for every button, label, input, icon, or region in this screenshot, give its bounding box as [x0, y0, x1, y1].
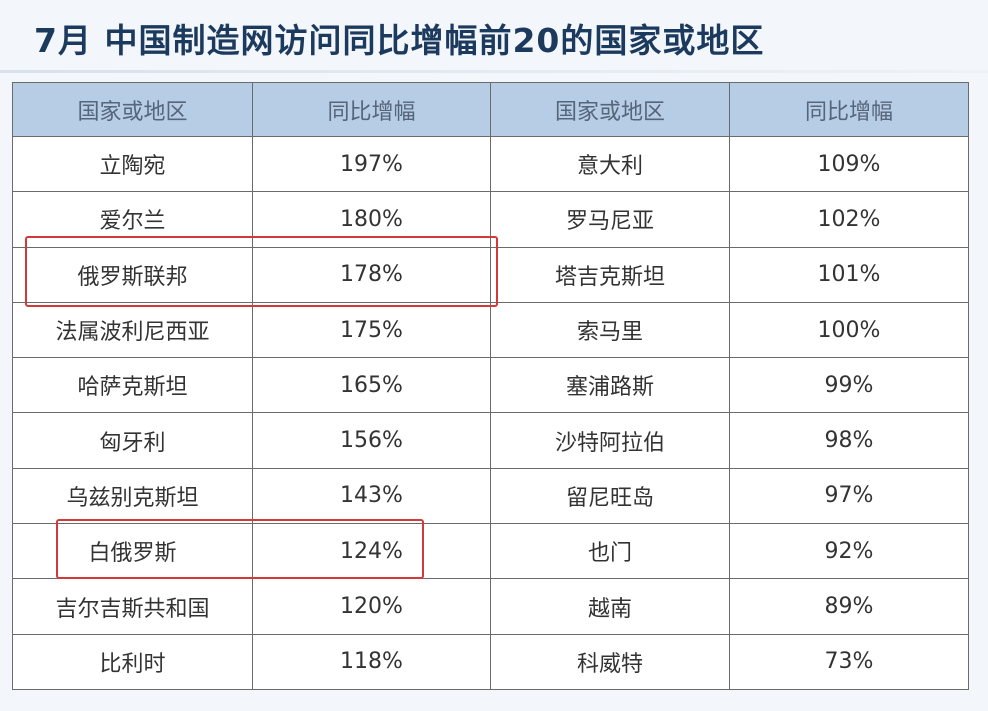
growth-cell: 118% [252, 633, 491, 691]
region-cell: 吉尔吉斯共和国 [12, 578, 253, 635]
growth-cell: 109% [729, 135, 969, 193]
growth-cell: 156% [252, 412, 491, 469]
growth-cell: 100% [729, 301, 969, 359]
region-cell: 爱尔兰 [12, 191, 253, 248]
table-row: 哈萨克斯坦 165% 塞浦路斯 99% [12, 357, 969, 414]
growth-cell: 178% [252, 246, 491, 303]
region-cell: 哈萨克斯坦 [12, 357, 253, 414]
header-growth-right: 同比增幅 [729, 82, 969, 137]
region-cell: 越南 [490, 578, 730, 635]
growth-cell: 99% [729, 357, 969, 414]
page-title: 7月 中国制造网访问同比增幅前20的国家或地区 [34, 21, 765, 60]
region-cell: 白俄罗斯 [12, 523, 253, 580]
growth-cell: 89% [729, 578, 969, 635]
table-row: 白俄罗斯 124% 也门 92% [12, 523, 969, 580]
header-growth-left: 同比增幅 [252, 82, 491, 137]
table-row: 爱尔兰 180% 罗马尼亚 102% [12, 191, 969, 248]
header-region-right: 国家或地区 [490, 82, 730, 137]
region-cell: 留尼旺岛 [490, 467, 730, 525]
region-cell: 塔吉克斯坦 [490, 246, 730, 303]
growth-cell: 197% [252, 135, 491, 193]
growth-cell: 101% [729, 246, 969, 303]
growth-cell: 92% [729, 523, 969, 580]
region-cell: 乌兹别克斯坦 [12, 467, 253, 525]
table-row: 立陶宛 197% 意大利 109% [12, 135, 969, 193]
growth-cell: 180% [252, 191, 491, 248]
growth-cell: 175% [252, 301, 491, 359]
growth-cell: 120% [252, 578, 491, 635]
table-row: 匈牙利 156% 沙特阿拉伯 98% [12, 412, 969, 469]
growth-cell: 143% [252, 467, 491, 525]
region-cell: 索马里 [490, 301, 730, 359]
growth-cell: 73% [729, 633, 969, 691]
title-divider [0, 70, 988, 73]
growth-table: 国家或地区 同比增幅 国家或地区 同比增幅 立陶宛 197% 意大利 109% … [12, 82, 969, 691]
region-cell: 沙特阿拉伯 [490, 412, 730, 469]
region-cell: 罗马尼亚 [490, 191, 730, 248]
region-cell: 科威特 [490, 633, 730, 691]
growth-cell: 165% [252, 357, 491, 414]
region-cell: 法属波利尼西亚 [12, 301, 253, 359]
region-cell: 比利时 [12, 633, 253, 691]
table-row: 比利时 118% 科威特 73% [12, 633, 969, 691]
region-cell: 立陶宛 [12, 135, 253, 193]
table-row: 乌兹别克斯坦 143% 留尼旺岛 97% [12, 467, 969, 525]
table-header-row: 国家或地区 同比增幅 国家或地区 同比增幅 [12, 82, 969, 137]
region-cell: 也门 [490, 523, 730, 580]
table-row: 俄罗斯联邦 178% 塔吉克斯坦 101% [12, 246, 969, 303]
region-cell: 意大利 [490, 135, 730, 193]
region-cell: 塞浦路斯 [490, 357, 730, 414]
region-cell: 俄罗斯联邦 [12, 246, 253, 303]
growth-cell: 102% [729, 191, 969, 248]
header-region-left: 国家或地区 [12, 82, 253, 137]
table-row: 吉尔吉斯共和国 120% 越南 89% [12, 578, 969, 635]
growth-cell: 124% [252, 523, 491, 580]
growth-cell: 97% [729, 467, 969, 525]
region-cell: 匈牙利 [12, 412, 253, 469]
table-row: 法属波利尼西亚 175% 索马里 100% [12, 301, 969, 359]
growth-cell: 98% [729, 412, 969, 469]
